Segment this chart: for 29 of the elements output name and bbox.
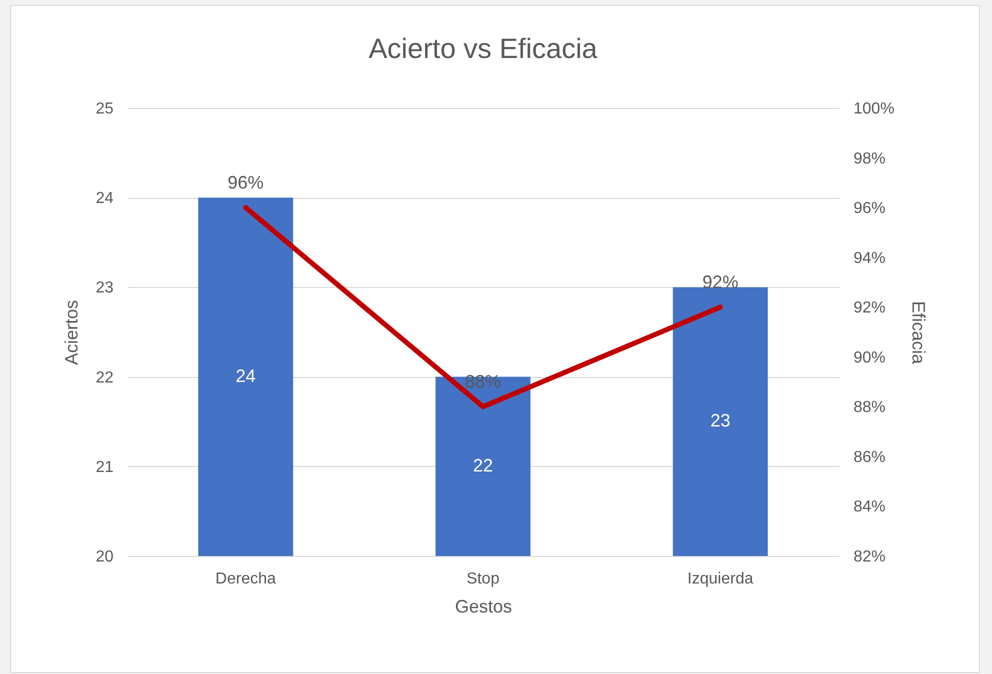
y-tick-label: 22	[96, 369, 114, 386]
y2-tick-label: 86%	[854, 448, 886, 466]
y2-tick-label: 92%	[854, 300, 886, 317]
y2-tick-label: 84%	[854, 498, 886, 516]
data-label: 23	[710, 410, 730, 431]
y-tick-label: 20	[96, 548, 114, 566]
y-axis-title: Aciertos	[62, 300, 82, 366]
y2-tick-label: 96%	[854, 200, 886, 218]
x-axis-title: Gestos	[454, 596, 512, 616]
data-label: 88%	[464, 372, 502, 392]
y2-tick-label: 82%	[854, 548, 886, 566]
y2-tick-label: 100%	[854, 100, 894, 118]
y2-tick-label: 94%	[854, 250, 886, 267]
x-tick-label: Derecha	[215, 570, 276, 588]
x-tick-label: Izquierda	[687, 570, 754, 588]
y-tick-label: 23	[96, 280, 114, 297]
y-tick-label: 24	[96, 190, 114, 208]
y2-tick-label: 88%	[854, 399, 886, 416]
data-label: 92%	[702, 272, 738, 292]
data-label: 24	[236, 366, 256, 386]
data-label: 22	[472, 455, 494, 476]
x-tick-label: Stop	[466, 570, 500, 588]
y2-tick-label: 98%	[854, 150, 886, 168]
chart-title: Acierto vs Eficacia	[368, 33, 598, 64]
y-tick-label: 21	[96, 458, 114, 476]
y2-axis-title: Eficacia	[908, 300, 928, 365]
data-label: 96%	[228, 172, 264, 193]
y-tick-label: 25	[96, 100, 114, 118]
y2-tick-label: 90%	[854, 349, 886, 366]
